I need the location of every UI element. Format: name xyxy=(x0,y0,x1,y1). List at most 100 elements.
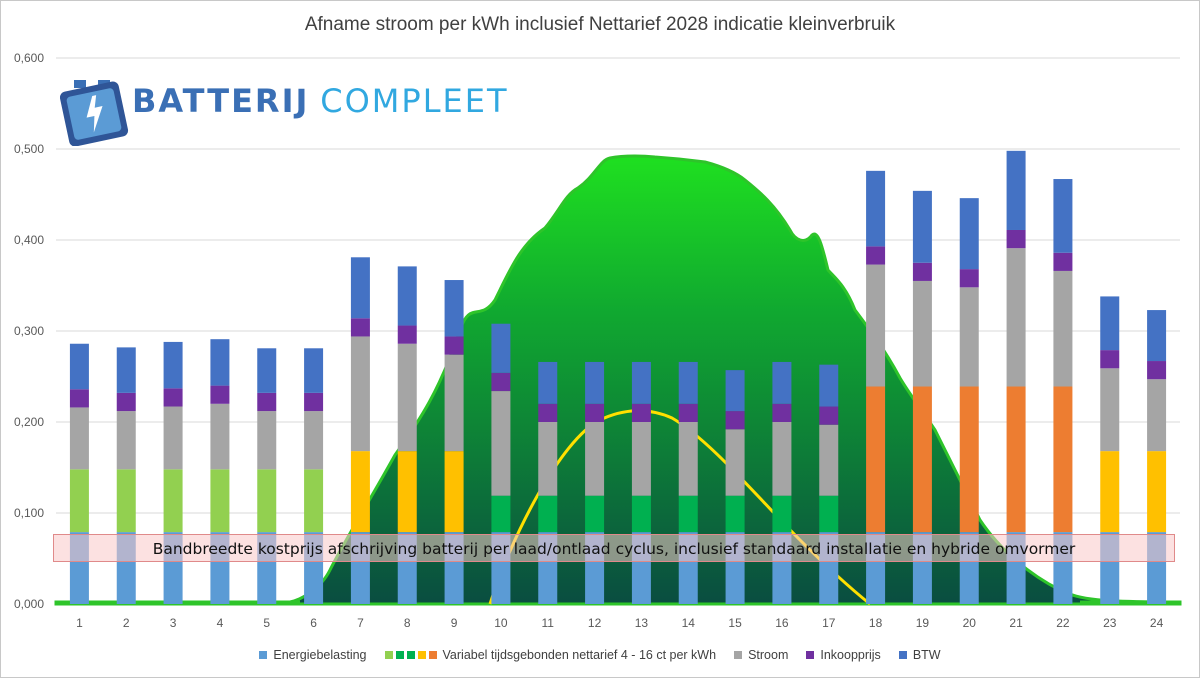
x-tick-label: 18 xyxy=(869,616,883,630)
x-tick-label: 14 xyxy=(682,616,696,630)
x-tick-label: 9 xyxy=(451,616,458,630)
logo: BATTERIJ COMPLEET xyxy=(60,76,507,146)
legend-swatch xyxy=(806,651,815,659)
bar-segment xyxy=(1147,379,1167,452)
bar-segment xyxy=(1100,451,1120,533)
bar-segment xyxy=(1053,270,1073,387)
x-tick-label: 24 xyxy=(1150,616,1164,630)
legend-item-inkoopprijs: Inkoopprijs xyxy=(806,648,881,662)
bar-segment xyxy=(1100,350,1120,369)
battery-cost-band: Bandbreedte kostprijs afschrijving batte… xyxy=(53,534,1175,562)
bar-segment xyxy=(69,469,89,533)
legend-swatch xyxy=(428,651,437,659)
x-tick-label: 12 xyxy=(588,616,602,630)
bar-segment xyxy=(116,469,136,533)
bar-segment xyxy=(163,388,183,407)
bar-segment xyxy=(116,392,136,412)
bar-segment xyxy=(304,469,324,533)
bar-segment xyxy=(257,348,277,393)
logo-text: BATTERIJ COMPLEET xyxy=(132,82,509,120)
battery-logo-icon xyxy=(60,80,129,146)
x-tick-label: 1 xyxy=(76,616,83,630)
x-tick-label: 22 xyxy=(1056,616,1070,630)
bar-segment xyxy=(1100,368,1120,452)
bar-segment xyxy=(304,392,324,412)
bar-segment xyxy=(678,495,698,533)
bar-segment xyxy=(444,336,464,355)
legend-label: Stroom xyxy=(748,648,789,662)
y-tick-label: 0,300 xyxy=(14,324,44,338)
legend-label: BTW xyxy=(912,648,941,662)
bar-segment xyxy=(210,385,230,404)
bar-segment xyxy=(866,386,886,533)
bar-segment xyxy=(631,361,651,404)
bar-segment xyxy=(585,495,605,533)
bar-segment xyxy=(1147,310,1167,362)
bar-segment xyxy=(1053,386,1073,533)
bar-segment xyxy=(631,403,651,422)
bar-segment xyxy=(444,451,464,533)
bar-segment xyxy=(725,370,745,412)
x-tick-label: 13 xyxy=(635,616,649,630)
x-tick-label: 20 xyxy=(963,616,977,630)
x-tick-label: 6 xyxy=(310,616,317,630)
bar-segment xyxy=(772,403,792,422)
y-tick-label: 0,000 xyxy=(14,597,44,611)
x-tick-label: 8 xyxy=(404,616,411,630)
x-tick-label: 15 xyxy=(728,616,742,630)
legend-swatch xyxy=(259,651,268,659)
y-axis-ticks: 0,000 0,100 0,200 0,300 0,400 0,500 0,600 xyxy=(14,51,44,611)
bar-segment xyxy=(397,266,417,326)
x-tick-label: 5 xyxy=(263,616,270,630)
x-tick-label: 11 xyxy=(542,616,555,630)
chart-title: Afname stroom per kWh inclusief Nettarie… xyxy=(304,14,896,35)
bar-segment xyxy=(585,422,605,496)
bar-segment xyxy=(678,422,698,496)
bar-segment xyxy=(631,495,651,533)
bar-segment xyxy=(116,347,136,393)
bar-segment xyxy=(725,495,745,533)
bar-segment xyxy=(491,323,511,373)
bar-segment xyxy=(210,403,230,470)
bar-segment xyxy=(304,411,324,470)
x-tick-label: 21 xyxy=(1009,616,1023,630)
bar-segment xyxy=(163,406,183,470)
bar-segment xyxy=(350,257,370,319)
bar-segment xyxy=(959,198,979,270)
bar-segment xyxy=(69,407,89,470)
legend-label: Energiebelasting xyxy=(273,648,367,662)
battery-cost-band-label: Bandbreedte kostprijs afschrijving batte… xyxy=(152,540,1076,558)
bar-segment xyxy=(912,190,932,263)
bar-segment xyxy=(678,361,698,404)
bar-segment xyxy=(257,411,277,470)
bar-segment xyxy=(210,339,230,386)
bar-segment xyxy=(912,262,932,281)
bar-segment xyxy=(1006,150,1026,230)
bar-segment xyxy=(491,372,511,392)
bar-segment xyxy=(1100,296,1120,351)
legend-swatch xyxy=(898,651,907,659)
legend-swatch xyxy=(734,651,743,659)
x-tick-label: 4 xyxy=(217,616,224,630)
bar-segment xyxy=(257,469,277,533)
x-tick-label: 19 xyxy=(916,616,930,630)
bar-segment xyxy=(819,495,839,533)
bar-segment xyxy=(866,264,886,387)
bar-segment xyxy=(538,422,558,496)
legend-label: Variabel tijdsgebonden nettarief 4 - 16 … xyxy=(442,648,717,662)
bar-segment xyxy=(819,364,839,407)
bar-segment xyxy=(959,386,979,533)
bar-segment xyxy=(959,269,979,288)
bar-segment xyxy=(444,354,464,452)
bar-segment xyxy=(350,451,370,533)
x-tick-label: 7 xyxy=(357,616,364,630)
bar-segment xyxy=(1006,248,1026,387)
bar-segment xyxy=(585,403,605,422)
bar-segment xyxy=(772,495,792,533)
y-tick-label: 0,500 xyxy=(14,142,44,156)
bar-segment xyxy=(257,392,277,412)
y-tick-label: 0,100 xyxy=(14,506,44,520)
bar-segment xyxy=(866,246,886,265)
legend-swatch xyxy=(395,651,404,659)
bar-segment xyxy=(772,361,792,404)
